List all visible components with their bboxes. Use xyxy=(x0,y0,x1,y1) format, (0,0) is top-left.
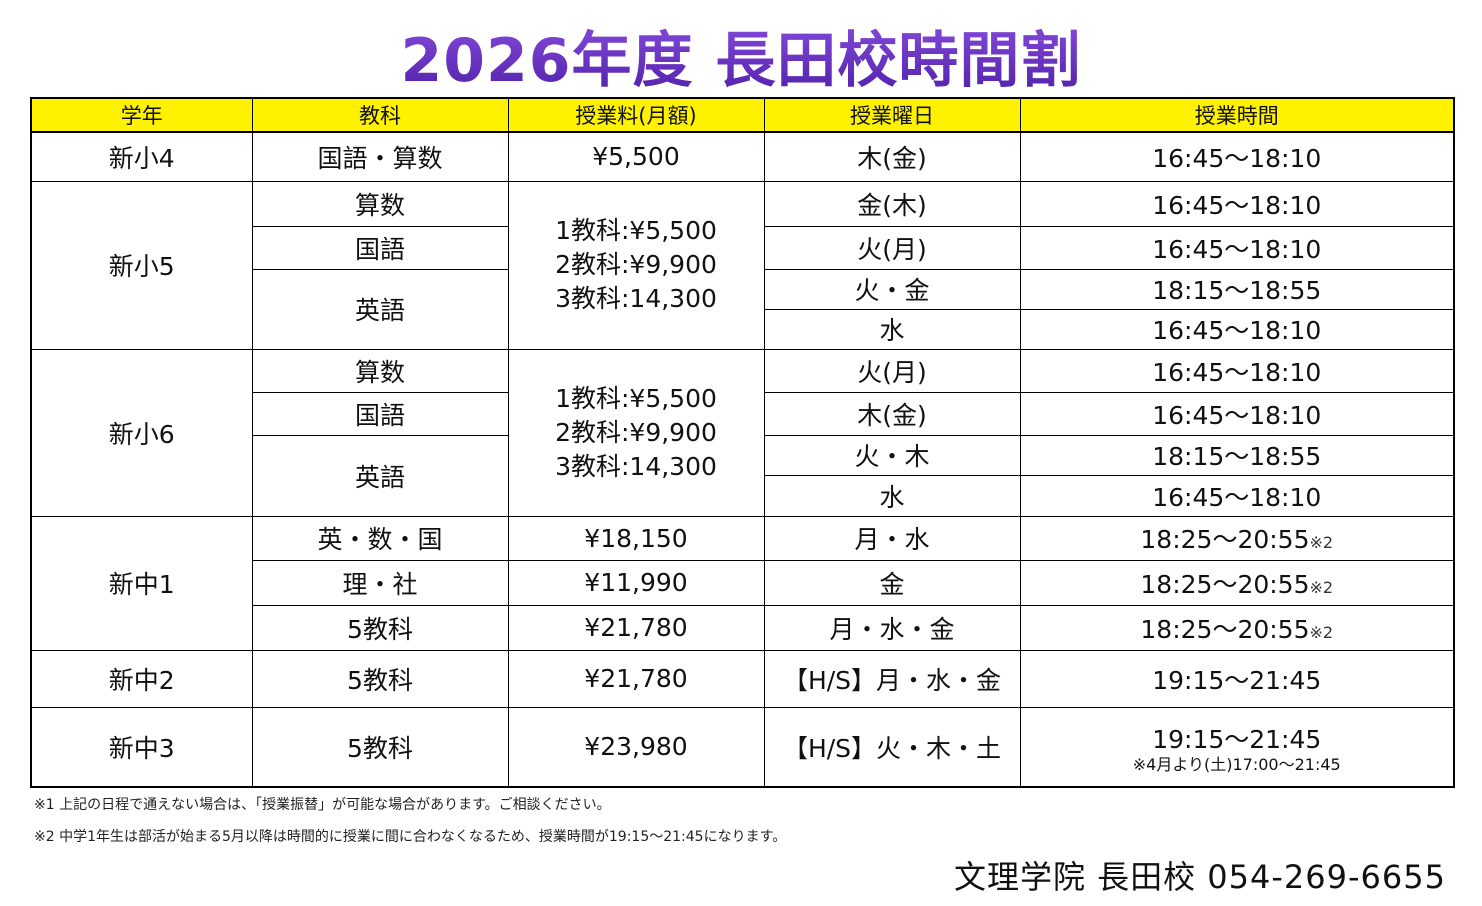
day: 【H/S】月・水・金 xyxy=(763,649,1021,708)
table-row: 新小6 算数 1教科:¥5,500 2教科:¥9,900 3教科:14,300 火(… xyxy=(30,348,1455,517)
time: 16:45〜18:10 xyxy=(1019,348,1455,393)
time-note: ※4月より(土)17:00〜21:45 xyxy=(1132,754,1341,774)
table-row: 理・社 ¥11,990 金 18:25〜20:55※2 xyxy=(31,559,1455,606)
subject: 算数 xyxy=(251,348,509,393)
fee: ¥18,150 xyxy=(507,515,765,561)
table-row: 新中3 5教科 ¥23,980 【H/S】火・木・土 19:15〜21:45 ※4… xyxy=(30,706,1455,788)
subject: 算数 xyxy=(251,180,509,227)
note-mark: ※2 xyxy=(1309,577,1334,597)
table-row: 新小5 算数 1教科:¥5,500 2教科:¥9,900 3教科:14,300 金(… xyxy=(30,180,1455,350)
day: 木(金) xyxy=(763,131,1021,182)
time: 16:45〜18:10 xyxy=(1019,474,1455,517)
subject: 国語・算数 xyxy=(251,131,509,182)
time: 16:45〜18:10 xyxy=(1019,391,1455,436)
day: 火・金 xyxy=(763,268,1021,310)
fee: ¥21,780 xyxy=(507,649,765,708)
time: 18:15〜18:55 xyxy=(1019,268,1455,310)
fee: ¥11,990 xyxy=(507,559,765,606)
time: 16:45〜18:10 xyxy=(1019,308,1455,350)
time: 18:25〜20:55※2 xyxy=(1019,604,1455,651)
time: 16:45〜18:10 xyxy=(1019,180,1455,227)
fee-line: 3教科:14,300 xyxy=(555,284,717,313)
header-day: 授業曜日 xyxy=(763,97,1021,133)
fee-line: 1教科:¥5,500 xyxy=(555,383,717,413)
page-title: 2026年度 長田校時間割 xyxy=(0,12,1482,99)
subject: 国語 xyxy=(251,391,509,436)
fee-line: 3教科:14,300 xyxy=(555,451,717,481)
header-grade: 学年 xyxy=(30,97,253,133)
fee-line: 1教科:¥5,500 xyxy=(555,216,717,245)
table-row: 新中1 英・数・国 ¥18,150 月・水 18:25〜20:55※2 xyxy=(30,515,1455,651)
day: 水 xyxy=(763,474,1021,517)
header-time: 授業時間 xyxy=(1019,97,1455,133)
grade: 新小5 xyxy=(30,180,253,350)
note-mark: ※2 xyxy=(1309,622,1334,642)
header-fee: 授業料(月額) xyxy=(507,97,765,133)
fee-line: 2教科:¥9,900 xyxy=(555,417,717,447)
note-1: ※1 上記の日程で通えない場合は、「授業振替」が可能な場合があります。ご相談くだ… xyxy=(34,797,611,813)
header-subject: 教科 xyxy=(251,97,509,133)
time: 18:25〜20:55※2 xyxy=(1019,559,1455,606)
day: 火(月) xyxy=(763,348,1021,393)
day: 金(木) xyxy=(763,180,1021,227)
day: 金 xyxy=(763,559,1021,606)
table-row: 新中2 5教科 ¥21,780 【H/S】月・水・金 19:15〜21:45 xyxy=(30,649,1455,708)
school-contact: 文理学院 長田校 054-269-6655 xyxy=(953,858,1446,896)
timetable: 学年 教科 授業料(月額) 授業曜日 授業時間 新小4 国語・算数 ¥5,500… xyxy=(30,97,1455,788)
fee: ¥21,780 xyxy=(507,604,765,651)
time-value: 18:25〜20:55 xyxy=(1140,569,1310,599)
table-row: 新小4 国語・算数 ¥5,500 木(金) 16:45〜18:10 xyxy=(30,131,1455,182)
subject: 国語 xyxy=(251,225,509,270)
table-row: 国語 火(月) 16:45〜18:10 xyxy=(31,225,1455,270)
day: 【H/S】火・木・土 xyxy=(763,706,1021,788)
day: 火(月) xyxy=(763,225,1021,270)
time-value: 18:25〜20:55 xyxy=(1140,614,1310,644)
note-mark: ※2 xyxy=(1309,533,1334,552)
time: 18:25〜20:55※2 xyxy=(1019,515,1455,561)
table-row: 英語 火・木 18:15〜18:55 xyxy=(31,434,1455,517)
day: 月・水・金 xyxy=(763,604,1021,651)
table-row: 国語 木(金) 16:45〜18:10 xyxy=(31,391,1455,436)
grade: 新中1 xyxy=(30,515,253,651)
day: 火・木 xyxy=(763,434,1021,476)
time: 19:15〜21:45 xyxy=(1019,649,1455,708)
subject: 英語 xyxy=(251,434,509,517)
table-row: 水 16:45〜18:10 xyxy=(31,474,1455,517)
subject: 英語 xyxy=(251,268,509,350)
grade: 新中3 xyxy=(30,706,253,788)
grade: 新小6 xyxy=(30,348,253,517)
fee: 1教科:¥5,500 2教科:¥9,900 3教科:14,300 xyxy=(507,348,765,517)
header-row: 学年 教科 授業料(月額) 授業曜日 授業時間 xyxy=(30,97,1455,133)
time-value: 18:25〜20:55 xyxy=(1140,525,1310,554)
fee: ¥23,980 xyxy=(507,706,765,788)
time: 16:45〜18:10 xyxy=(1019,131,1455,182)
note-2: ※2 中学1年生は部活が始まる5月以降は時間的に授業に間に合わなくなるため、授業… xyxy=(34,829,787,845)
time: 19:15〜21:45 ※4月より(土)17:00〜21:45 xyxy=(1019,706,1455,788)
subject: 理・社 xyxy=(251,559,509,606)
fee-line: 2教科:¥9,900 xyxy=(555,250,717,279)
grade: 新小4 xyxy=(30,131,253,182)
subject: 英・数・国 xyxy=(251,515,509,561)
day: 水 xyxy=(763,308,1021,350)
fee: ¥5,500 xyxy=(507,131,765,182)
subject: 5教科 xyxy=(251,604,509,651)
subject: 5教科 xyxy=(251,706,509,788)
day: 月・水 xyxy=(763,515,1021,561)
subject: 5教科 xyxy=(251,649,509,708)
time-value: 19:15〜21:45 xyxy=(1152,724,1322,754)
grade: 新中2 xyxy=(30,649,253,708)
time: 18:15〜18:55 xyxy=(1019,434,1455,476)
time: 16:45〜18:10 xyxy=(1019,225,1455,270)
fee: 1教科:¥5,500 2教科:¥9,900 3教科:14,300 xyxy=(507,180,765,350)
day: 木(金) xyxy=(763,391,1021,436)
table-row: 5教科 ¥21,780 月・水・金 18:25〜20:55※2 xyxy=(31,604,1455,651)
